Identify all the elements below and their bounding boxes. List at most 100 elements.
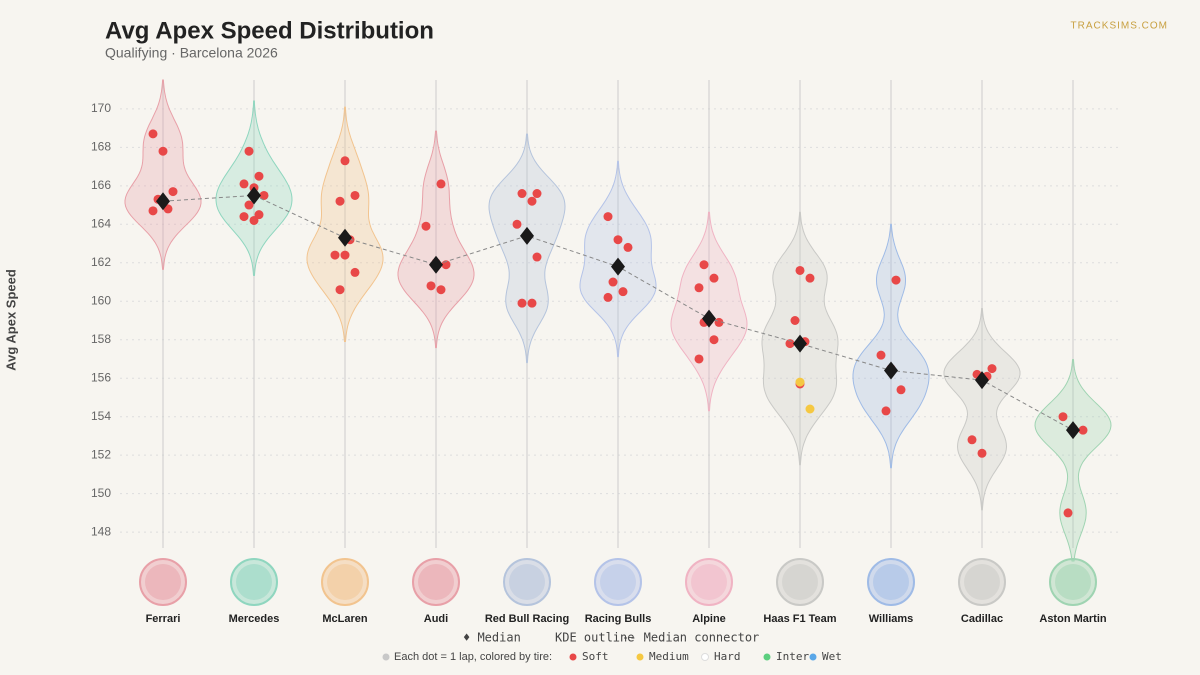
lap-dot [532, 189, 542, 199]
team-badge-inner [145, 564, 181, 600]
chart-title: Avg Apex Speed Distribution [105, 17, 434, 44]
lap-dot [694, 283, 704, 293]
legend-label: Medium [649, 650, 689, 663]
median-diamond [1066, 421, 1080, 440]
lap-dot [330, 250, 340, 260]
lap-dot [259, 190, 269, 200]
median-diamond [975, 371, 989, 390]
lap-dot [168, 187, 178, 197]
lap-dot [785, 339, 795, 349]
lap-dot [876, 350, 886, 360]
lap-dot [244, 200, 254, 210]
lap-dot [249, 215, 259, 225]
median-diamond [520, 226, 534, 245]
lap-dot [805, 273, 815, 283]
lap-dot [623, 242, 633, 252]
lap-dot [881, 406, 891, 416]
lap-dot [244, 146, 254, 156]
kde-outline [397, 130, 475, 349]
median-diamond [247, 186, 261, 205]
lap-dot [603, 292, 613, 302]
kde-outline [488, 133, 566, 364]
y-tick-label: 168 [91, 140, 111, 154]
legend-median: ♦ Median [463, 631, 521, 645]
lap-dot [340, 250, 350, 260]
y-tick-label: 156 [91, 370, 111, 384]
x-tick-label: Ferrari [146, 613, 181, 625]
lap-dot [714, 317, 724, 327]
y-tick-label: 150 [91, 486, 111, 500]
legend-dot [382, 653, 390, 661]
lap-dot [699, 260, 709, 270]
lap-dot [618, 287, 628, 297]
team-badge-inner [1055, 564, 1091, 600]
lap-dot [239, 212, 249, 222]
lap-dot [1078, 425, 1088, 435]
lap-dot [896, 385, 906, 395]
y-tick-label: 148 [91, 524, 111, 538]
y-tick-label: 154 [91, 409, 111, 423]
y-tick-label: 160 [91, 293, 111, 307]
team-badge-inner [236, 564, 272, 600]
lap-dot [709, 273, 719, 283]
x-tick-label: Racing Bulls [585, 613, 652, 625]
median-diamond [702, 309, 716, 328]
lap-dot [512, 219, 522, 229]
lap-dot [527, 298, 537, 308]
kde-outline [1034, 359, 1112, 562]
legend-label: Wet [822, 650, 842, 663]
kde-outline [306, 106, 384, 342]
lap-dot [350, 190, 360, 200]
x-tick-label: Cadillac [961, 613, 1003, 625]
kde-outline [124, 79, 202, 270]
lap-dot [517, 189, 527, 199]
lap-dot [426, 281, 436, 291]
lap-dot [340, 156, 350, 166]
lap-dot [148, 206, 158, 216]
lap-dot [527, 196, 537, 206]
lap-dot [608, 277, 618, 287]
x-tick-label: Red Bull Racing [485, 613, 569, 625]
median-diamond [429, 255, 443, 274]
y-axis-label: Avg Apex Speed [3, 269, 18, 371]
kde-outline [852, 223, 930, 469]
lap-dot [795, 265, 805, 275]
team-badge-inner [873, 564, 909, 600]
team-badge-inner [327, 564, 363, 600]
x-tick-label: Haas F1 Team [763, 613, 836, 625]
lap-dot [239, 179, 249, 189]
lap-dot [967, 435, 977, 445]
y-tick-label: 152 [91, 447, 111, 461]
team-badge-inner [600, 564, 636, 600]
median-diamond [793, 334, 807, 353]
team-badge-inner [509, 564, 545, 600]
lap-dot [421, 221, 431, 231]
lap-dot [613, 235, 623, 245]
team-badge-inner [691, 564, 727, 600]
lap-dot [335, 285, 345, 295]
median-diamond [156, 192, 170, 211]
x-tick-label: Mercedes [229, 613, 280, 625]
lap-dot [1063, 508, 1073, 518]
x-tick-label: Alpine [692, 613, 726, 625]
lap-dot [987, 364, 997, 374]
x-tick-label: Aston Martin [1039, 613, 1107, 625]
lap-dot [532, 252, 542, 262]
y-tick-label: 166 [91, 178, 111, 192]
kde-outline [943, 308, 1021, 511]
x-tick-label: Williams [869, 613, 914, 625]
lap-dot [790, 316, 800, 325]
legend-label: Inter [776, 650, 809, 663]
lap-dot [335, 196, 345, 206]
lap-dot [517, 298, 527, 308]
legend-kde: KDE outline [555, 631, 634, 645]
y-tick-label: 158 [91, 332, 111, 346]
legend-dots-note: Each dot = 1 lap, colored by tire: [394, 651, 552, 663]
y-tick-label: 170 [91, 101, 111, 115]
lap-dot [891, 275, 901, 285]
lap-dot [709, 335, 719, 345]
legend-swatch [636, 653, 644, 661]
lap-dot [350, 267, 360, 277]
lap-dot [977, 448, 987, 458]
